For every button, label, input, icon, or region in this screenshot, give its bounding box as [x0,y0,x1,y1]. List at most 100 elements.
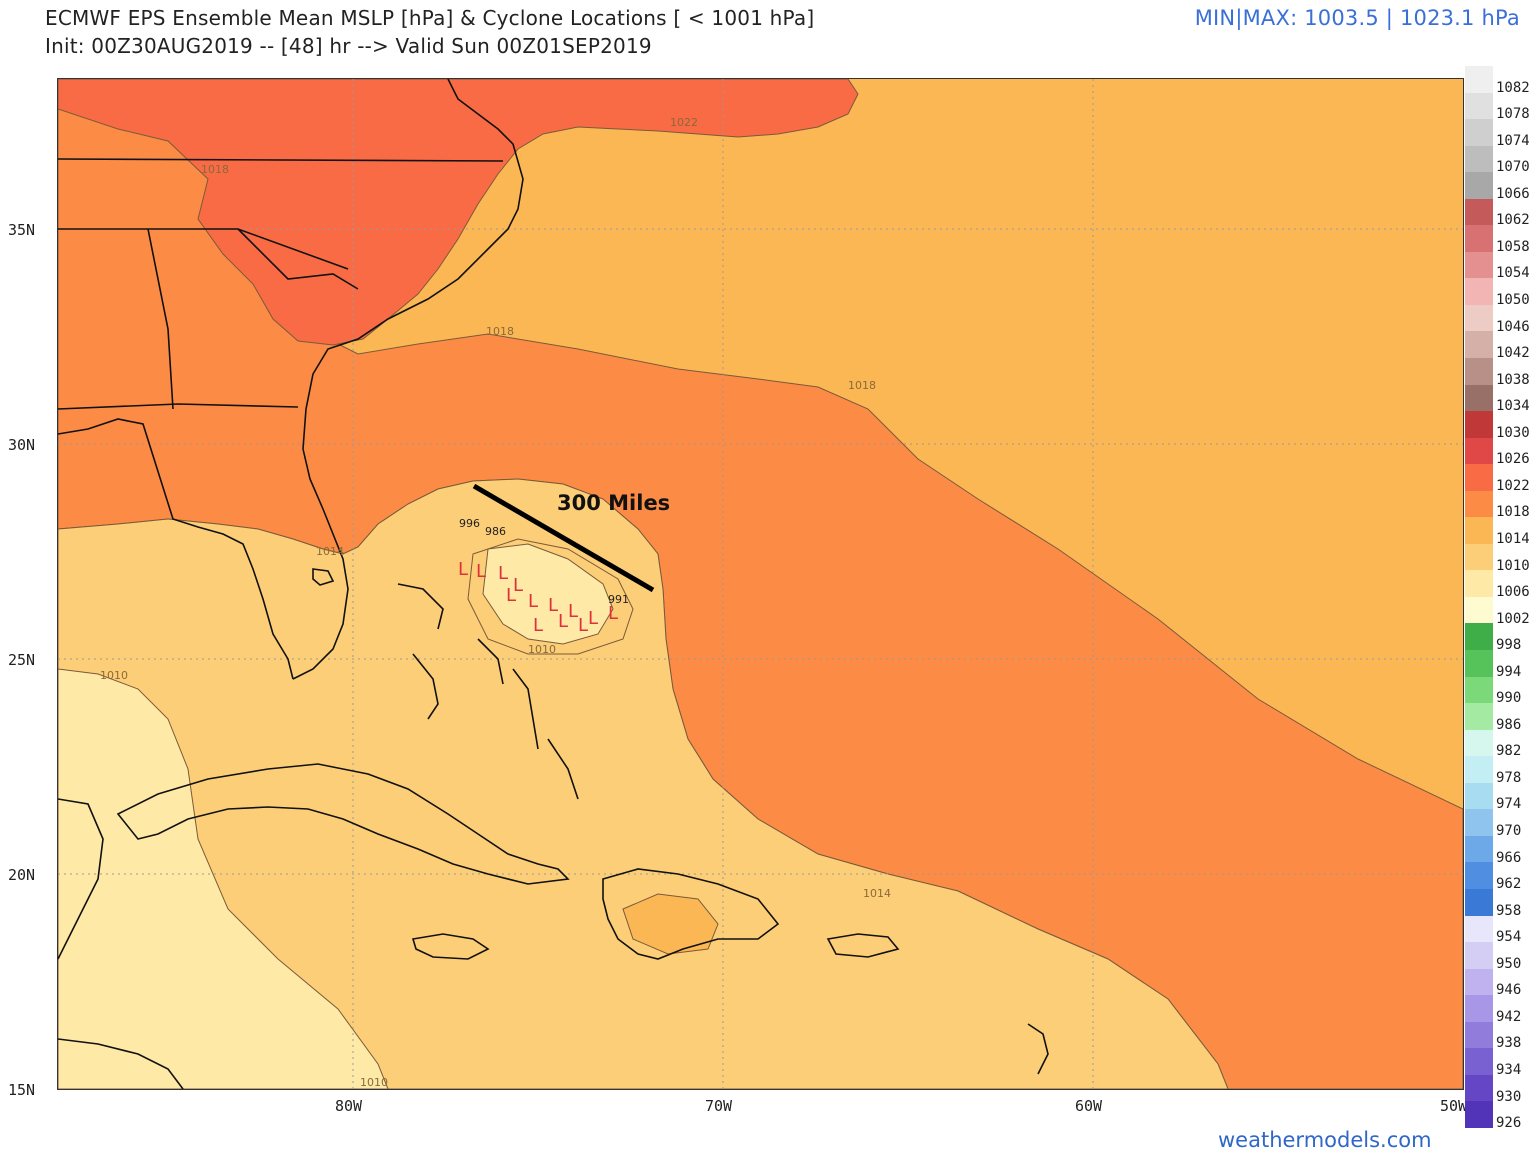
colorbar-swatch [1465,145,1493,173]
cyclone-marker: L [513,575,523,596]
colorbar-label: 1014 [1496,530,1530,547]
lat-label: 30N [8,436,36,454]
colorbar-label: 986 [1496,716,1522,733]
colorbar-label: 1058 [1496,238,1530,255]
colorbar-swatch [1465,1021,1493,1049]
colorbar-swatch [1465,570,1493,597]
cyclone-core [482,543,614,645]
cyclone-marker: L [578,615,588,636]
colorbar-swatch [1465,676,1493,704]
credit-text: weathermodels.com [1218,1128,1432,1152]
cyclone-marker: L [568,601,578,622]
bahamas-3 [477,638,504,685]
contour-label: 1010 [360,1076,388,1089]
lon-label: 80W [335,1097,363,1115]
hispaniola-high [622,893,719,955]
colorbar-swatch [1465,650,1493,677]
colorbar-label: 1042 [1496,345,1530,362]
colorbar-label: 1022 [1496,477,1530,494]
min-max-readout: MIN|MAX: 1003.5 | 1023.1 hPa [1194,6,1520,30]
colorbar-swatch [1465,464,1493,491]
yucatan [58,798,104,960]
cyclone-marker: L [476,561,486,582]
pressure-colorbar [1465,66,1493,1128]
colorbar-label: 954 [1496,929,1522,946]
bahamas-1 [397,583,444,630]
cyclone-1010-ring [467,538,634,655]
colorbar-swatch [1465,384,1493,412]
cyclone-marker: L [558,611,568,632]
colorbar-swatch [1465,251,1493,279]
cyclone-marker: L [588,608,598,629]
map-title: ECMWF EPS Ensemble Mean MSLP [hPa] & Cyc… [45,6,815,30]
cyclone-marker: L [506,585,516,606]
florida-lake [312,568,335,586]
map-subtitle: Init: 00Z30AUG2019 -- [48] hr --> Valid … [45,34,652,58]
colorbar-swatch [1465,92,1493,120]
colorbar-swatch [1465,198,1493,226]
contour-label: 1010 [528,643,556,656]
cyclone-pressures: 996 986 991 [459,517,629,606]
cyclone-marker: L [548,595,558,616]
colorbar-label: 946 [1496,982,1522,999]
bahamas-4 [512,668,539,750]
contour-label: 1018 [486,325,514,338]
colorbar-swatch [1465,304,1493,332]
colorbar-label: 1030 [1496,424,1530,441]
colorbar-swatch [1465,835,1493,863]
colorbar-swatch [1465,543,1493,571]
colorbar-swatch [1465,278,1493,305]
state-border-1 [58,158,504,162]
colorbar-swatch [1465,995,1493,1022]
cyclone-marker: L [608,603,618,624]
colorbar-swatch [1465,225,1493,252]
colorbar-label: 970 [1496,823,1522,839]
colorbar-swatch [1465,862,1493,889]
contour-label: 1018 [848,379,876,392]
colorbar-swatch [1465,358,1493,385]
colorbar-swatch [1465,1101,1493,1128]
cyclone-pressure-label: 996 [459,517,480,530]
zone-1010 [58,478,1229,1089]
lat-label: 20N [8,866,36,884]
distance-line [472,483,655,593]
colorbar-label: 994 [1496,663,1522,680]
colorbar-label: 1010 [1496,557,1530,574]
colorbar-swatch [1465,1074,1493,1102]
colorbar-swatch [1465,119,1493,146]
colorbar-label: 978 [1496,769,1522,786]
colorbar-label: 982 [1496,743,1522,760]
colorbar-swatch [1465,596,1493,624]
coastlines [58,79,1049,1089]
colorbar-swatch [1465,782,1493,810]
lat-label: 35N [8,221,36,239]
colorbar-label: 1002 [1496,610,1530,627]
pressure-map: 1022 1018 1018 1018 1014 1010 1010 1014 … [57,78,1464,1090]
colorbar-swatch [1465,517,1493,544]
colorbar-label: 942 [1496,1008,1522,1025]
colorbar-swatch [1465,172,1493,199]
colorbar-label: 998 [1496,637,1522,654]
colorbar-label: 958 [1496,902,1522,919]
zone-1006-sw [58,668,389,1089]
contour-label: 1010 [100,669,128,682]
lon-label: 60W [1075,1097,1103,1115]
colorbar-label: 1046 [1496,318,1530,335]
colorbar-label: 1074 [1496,132,1530,149]
map-canvas: 1022 1018 1018 1018 1014 1010 1010 1014 … [58,79,1463,1089]
contour-label: 1014 [316,545,344,558]
colorbar-label: 1038 [1496,371,1530,388]
colorbar-label: 1062 [1496,212,1530,229]
distance-annotation: 300 Miles [557,491,671,515]
bahamas-5 [547,738,579,800]
colorbar-label: 990 [1496,690,1522,707]
colorbar-label: 1054 [1496,265,1530,282]
colorbar-swatch [1465,809,1493,836]
colorbar-swatch [1465,411,1493,438]
colorbar-swatch [1465,437,1493,465]
colorbar-label: 974 [1496,796,1522,813]
colorbar-swatch [1465,942,1493,969]
colorbar-label: 1026 [1496,451,1530,468]
colorbar-label: 1006 [1496,584,1530,601]
lat-label: 15N [8,1081,36,1099]
